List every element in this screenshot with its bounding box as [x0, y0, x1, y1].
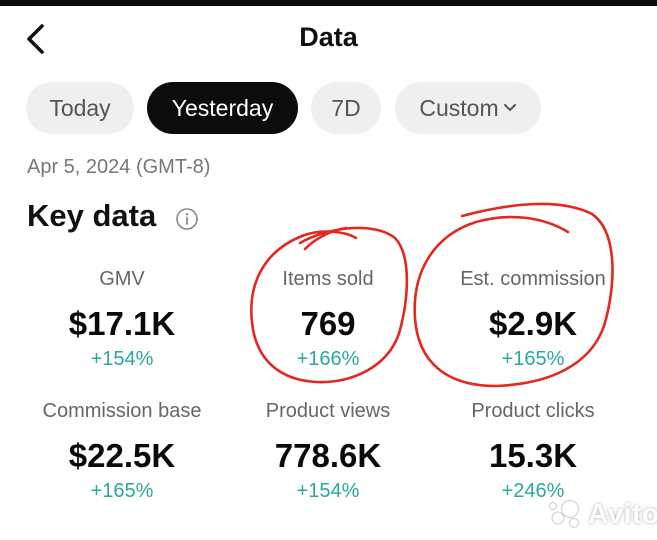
metric-change: +165%	[90, 480, 154, 502]
tab-7d[interactable]: 7D	[311, 82, 381, 134]
metric-value: 15.3K	[488, 437, 578, 474]
tab-label: Custom	[419, 94, 499, 121]
metric-value: $2.9K	[488, 305, 578, 342]
tab-label: Yesterday	[171, 94, 274, 121]
back-button[interactable]	[22, 22, 52, 56]
watermark-text: Avito	[588, 498, 657, 529]
metric-est-commission[interactable]: Est. commission $2.9K +165%	[428, 267, 638, 371]
tab-label: Today	[49, 94, 111, 121]
chevron-left-icon	[27, 24, 44, 54]
metric-product-clicks[interactable]: Product clicks 15.3K +246%	[428, 399, 638, 503]
tab-yesterday[interactable]: Yesterday	[147, 82, 298, 134]
metric-value: 769	[300, 305, 356, 342]
watermark: Avito	[548, 498, 657, 530]
top-edge-bar	[0, 0, 657, 6]
metric-gmv[interactable]: GMV $17.1K +154%	[17, 267, 227, 371]
metric-label: GMV	[99, 268, 145, 290]
metric-change: +246%	[501, 480, 565, 502]
metric-product-views[interactable]: Product views 778.6K +154%	[223, 399, 433, 503]
metric-label: Product views	[265, 400, 391, 422]
avito-logo-icon	[549, 500, 579, 528]
metric-value: 778.6K	[274, 437, 382, 474]
metric-items-sold[interactable]: Items sold 769 +166%	[223, 267, 433, 371]
metric-change: +166%	[296, 348, 360, 370]
info-icon[interactable]	[175, 207, 199, 231]
section-title: Key data	[27, 198, 157, 233]
page-title: Data	[299, 22, 358, 52]
metric-commission-base[interactable]: Commission base $22.5K +165%	[17, 399, 227, 503]
metric-value: $17.1K	[68, 305, 176, 342]
metric-label: Product clicks	[471, 400, 595, 422]
metric-label: Items sold	[282, 268, 374, 290]
date-label: Apr 5, 2024 (GMT-8)	[27, 156, 211, 178]
metric-change: +165%	[501, 348, 565, 370]
metric-label: Commission base	[42, 400, 202, 422]
tab-today[interactable]: Today	[26, 82, 134, 134]
metric-value: $22.5K	[68, 437, 176, 474]
metric-label: Est. commission	[460, 268, 606, 290]
metric-change: +154%	[90, 348, 154, 370]
tab-custom[interactable]: Custom	[395, 82, 541, 134]
tab-label: 7D	[331, 94, 361, 121]
chevron-down-icon	[503, 103, 517, 113]
metric-change: +154%	[296, 480, 360, 502]
